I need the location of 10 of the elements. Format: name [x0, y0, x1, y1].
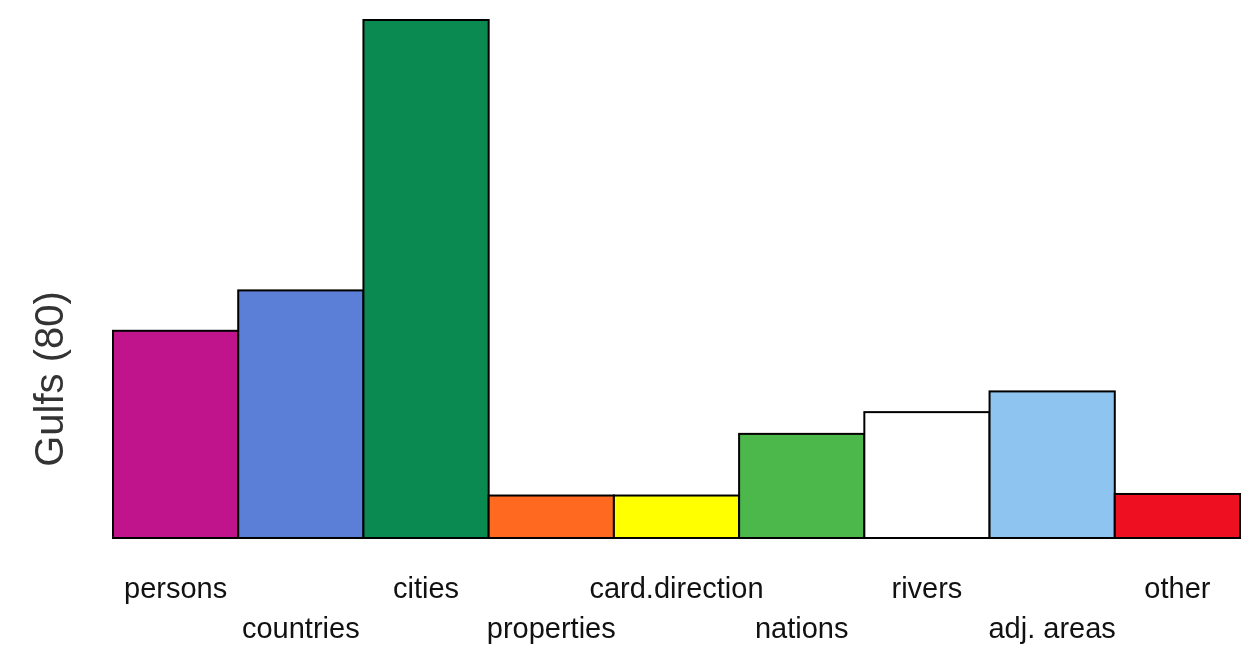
x-tick-label: properties	[486, 612, 616, 644]
x-tick-label: rivers	[891, 572, 963, 604]
x-tick-label: cities	[393, 572, 460, 604]
x-tick-label: persons	[124, 572, 228, 604]
x-tick-label: other	[1144, 572, 1211, 604]
x-tick-label: adj. areas	[988, 612, 1116, 644]
x-tick-label: card.direction	[589, 572, 764, 604]
x-tick-label: nations	[754, 612, 849, 644]
y-axis-title: Gulfs (80)	[27, 291, 71, 467]
x-tick-label: countries	[242, 612, 360, 644]
